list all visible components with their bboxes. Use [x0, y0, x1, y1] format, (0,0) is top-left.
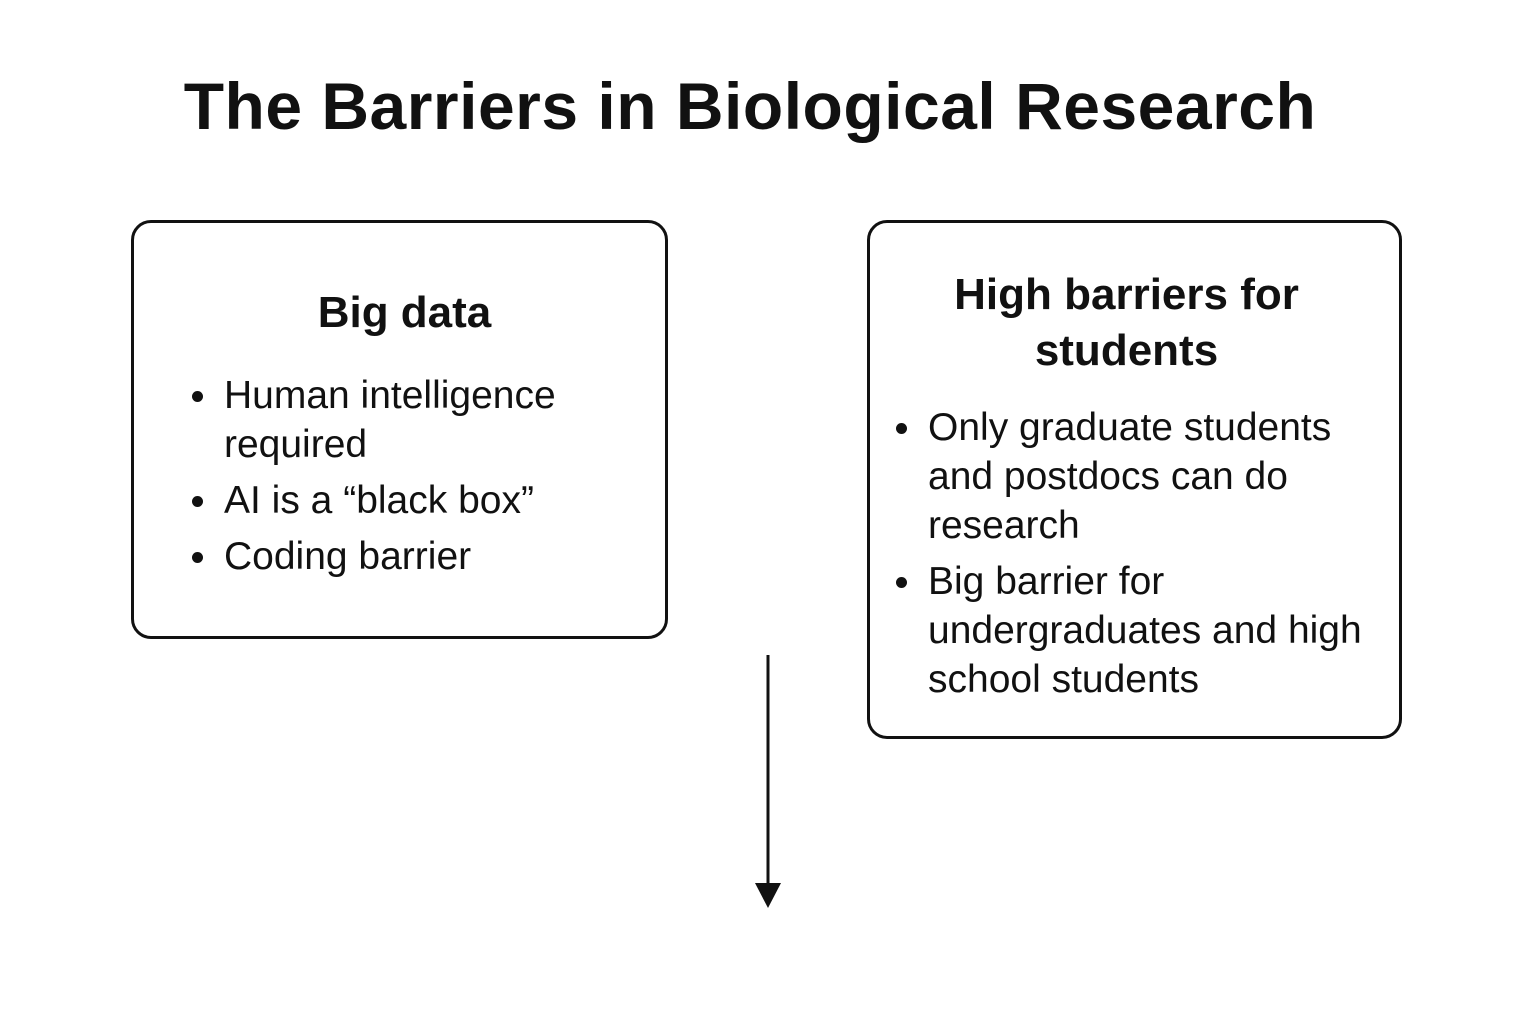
bullet-dot-icon: [896, 423, 907, 434]
big-data-box: Big data Human intelligence required AI …: [131, 220, 668, 639]
bullet-item: Big barrier for undergraduates and high …: [890, 557, 1389, 704]
big-data-heading: Big data: [317, 288, 492, 337]
bullet-text: Only graduate students and postdocs can …: [928, 406, 1332, 547]
bullet-dot-icon: [192, 496, 203, 507]
student-barriers-bullet-list: Only graduate students and postdocs can …: [870, 403, 1399, 704]
bullet-dot-icon: [192, 552, 203, 563]
student-barriers-heading: High barriers for students: [954, 270, 1299, 375]
bullet-text: AI is a “black box”: [224, 479, 534, 522]
diagram-title: The Barriers in Biological Research: [183, 69, 1317, 143]
bullet-item: AI is a “black box”: [186, 476, 645, 525]
bullet-dot-icon: [896, 577, 907, 588]
arrow-head: [755, 883, 781, 908]
bullet-text: Coding barrier: [224, 535, 472, 578]
bullet-item: Only graduate students and postdocs can …: [890, 403, 1389, 550]
bullet-item: Human intelligence required: [186, 371, 645, 469]
bullet-text: Big barrier for undergraduates and high …: [928, 560, 1362, 701]
bullet-item: Coding barrier: [186, 532, 645, 581]
bullet-dot-icon: [192, 391, 203, 402]
bullet-text: Human intelligence required: [224, 374, 556, 466]
down-arrow-icon: [755, 655, 781, 908]
student-barriers-box: High barriers for students Only graduate…: [867, 220, 1402, 739]
big-data-bullet-list: Human intelligence required AI is a “bla…: [134, 371, 665, 581]
